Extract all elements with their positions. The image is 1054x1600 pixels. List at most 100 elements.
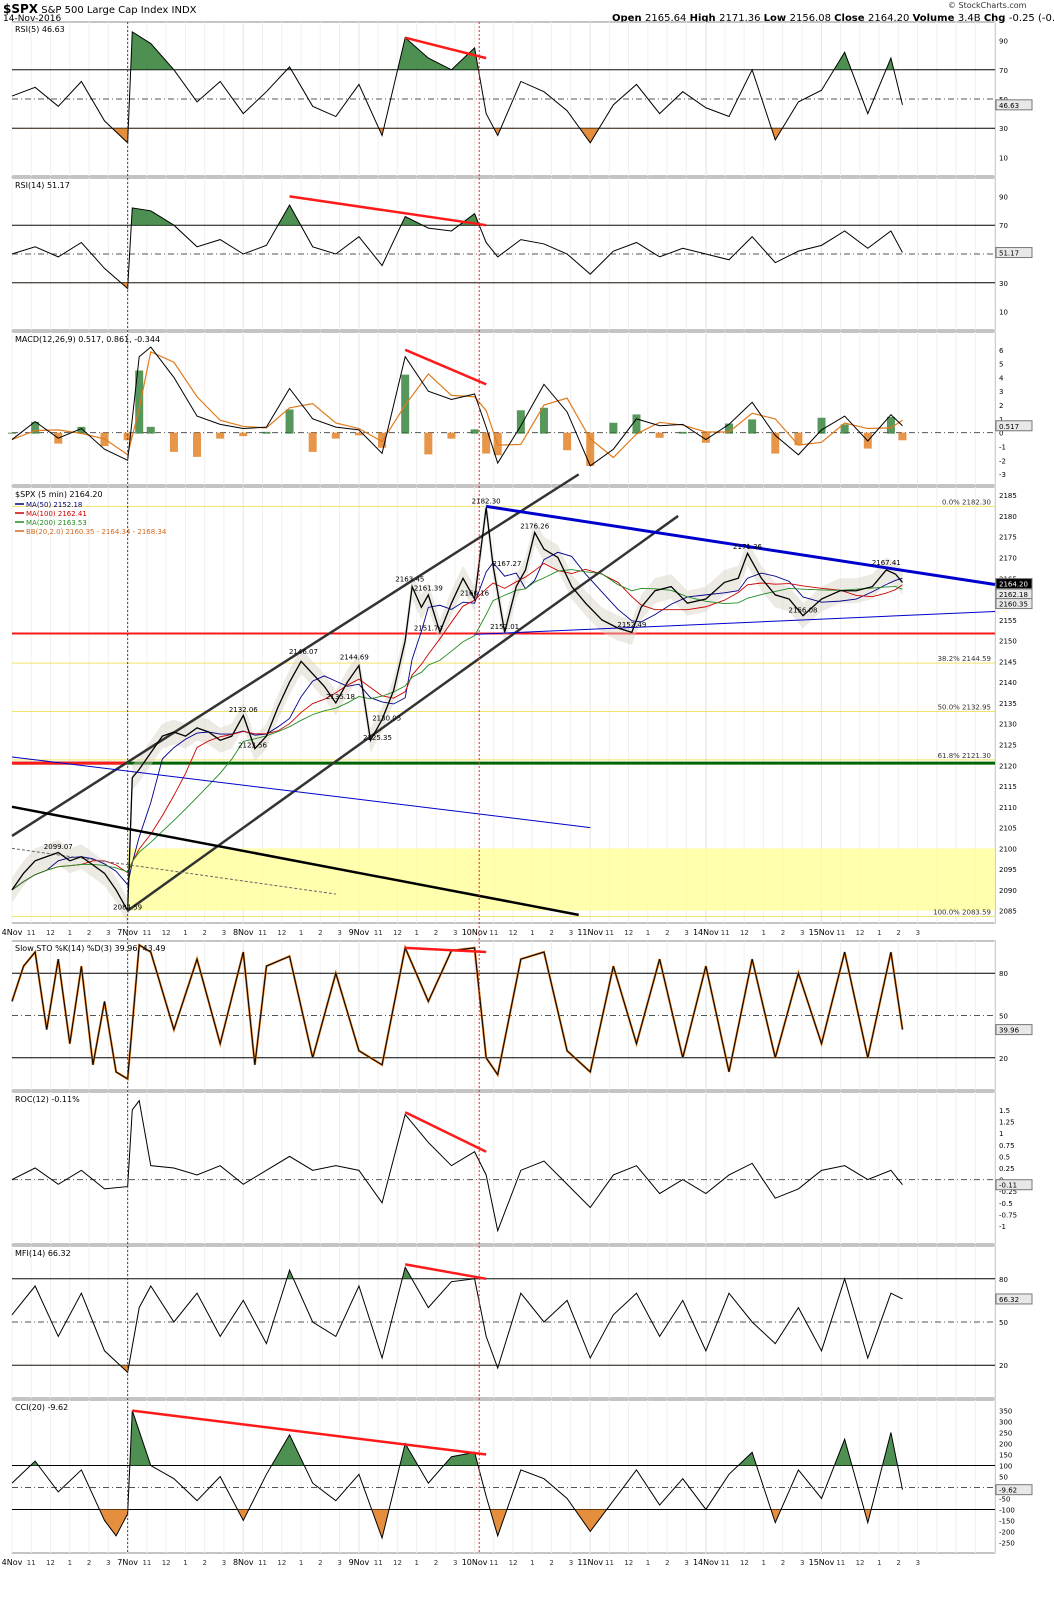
hour-label-bottom: 2 bbox=[202, 1559, 206, 1567]
ytick-label-cci-9: -100 bbox=[999, 1506, 1015, 1514]
yellow-target-zone bbox=[127, 848, 996, 911]
price-annotation-12: 2146.07 bbox=[289, 648, 318, 656]
hour-label-mid: 12 bbox=[46, 929, 55, 937]
divergence-line-cci bbox=[132, 1409, 487, 1456]
hour-label-mid: 11 bbox=[258, 929, 267, 937]
hour-label-bottom: 1 bbox=[877, 1559, 881, 1567]
hour-label-mid: 11 bbox=[27, 929, 36, 937]
price-ytick-16: 2105 bbox=[999, 825, 1017, 833]
hour-label-mid: 11 bbox=[142, 929, 151, 937]
upper-channel-line bbox=[11, 473, 580, 837]
ohlc-chg-label: Chg bbox=[983, 13, 1009, 24]
exchange: INDX bbox=[171, 5, 197, 16]
price-ytick-13: 2120 bbox=[999, 762, 1017, 770]
hour-label-bottom: 12 bbox=[46, 1559, 55, 1567]
indicator-title-rsi14: RSI(14) 51.17 bbox=[15, 181, 70, 190]
ytick-label-macd-9: -3 bbox=[999, 471, 1006, 479]
hour-label-bottom: 12 bbox=[509, 1559, 518, 1567]
ytick-label-cci-5: 100 bbox=[999, 1463, 1012, 1471]
macd-histogram-bar bbox=[563, 432, 572, 451]
price-ytick-6: 2155 bbox=[999, 617, 1017, 625]
ohlc-open-value: 2165.64 bbox=[645, 13, 690, 24]
price-line bbox=[11, 507, 903, 914]
last-value-box-sto bbox=[995, 1024, 1033, 1036]
long-blue-trendline bbox=[11, 756, 591, 829]
macd-histogram-bar bbox=[447, 432, 456, 439]
macd-histogram-bar bbox=[169, 432, 178, 452]
hour-label-bottom: 3 bbox=[337, 1559, 341, 1567]
price-ytick-19: 2090 bbox=[999, 887, 1017, 895]
last-value-label-roc: -0.11 bbox=[999, 1182, 1017, 1190]
day-label-mid-6: 14Nov bbox=[693, 928, 719, 937]
day-label-bottom-2: 8Nov bbox=[233, 1558, 254, 1567]
macd-histogram-bar bbox=[794, 432, 803, 446]
last-value-label-mfi: 66.32 bbox=[999, 1296, 1019, 1304]
hour-label-mid: 2 bbox=[781, 929, 785, 937]
hour-label-mid: 12 bbox=[624, 929, 633, 937]
ohlc-open-label: Open bbox=[612, 13, 646, 24]
ytick-label-rsi5-3: 30 bbox=[999, 125, 1008, 133]
price-ytick-0: 2185 bbox=[999, 492, 1017, 500]
macd-histogram-bar bbox=[239, 432, 248, 437]
ytick-label-cci-6: 50 bbox=[999, 1474, 1008, 1482]
ytick-label-roc-1: 1.25 bbox=[999, 1119, 1015, 1127]
macd-histogram-bar bbox=[655, 432, 664, 438]
indicator-title-rsi5: RSI(5) 46.63 bbox=[15, 25, 65, 34]
hour-label-mid: 2 bbox=[549, 929, 553, 937]
hour-label-mid: 1 bbox=[68, 929, 72, 937]
panel-frame-cci bbox=[11, 1399, 996, 1554]
day-label-mid-3: 9Nov bbox=[349, 928, 370, 937]
macd-histogram-bar bbox=[678, 431, 687, 434]
ytick-label-mfi-0: 80 bbox=[999, 1276, 1008, 1284]
macd-histogram-bar bbox=[516, 410, 525, 434]
day-label-bottom-7: 15Nov bbox=[809, 1558, 835, 1567]
hour-label-bottom: 1 bbox=[530, 1559, 534, 1567]
hour-label-bottom: 11 bbox=[605, 1559, 614, 1567]
price-annotation-13: 2144.69 bbox=[340, 654, 369, 662]
hour-label-mid: 3 bbox=[800, 929, 804, 937]
macd-histogram-bar bbox=[586, 432, 595, 466]
legend-label-3: BB(20,2.0) 2160.35 - 2164.34 - 2168.34 bbox=[26, 528, 167, 536]
price-right-label-2: 2162.18 bbox=[999, 591, 1028, 599]
ytick-label-macd-0: 6 bbox=[999, 347, 1004, 355]
ytick-label-rsi5-4: 10 bbox=[999, 154, 1008, 162]
hour-label-bottom: 11 bbox=[142, 1559, 151, 1567]
price-annotation-19: 2099.07 bbox=[44, 843, 73, 851]
hour-label-bottom: 1 bbox=[299, 1559, 303, 1567]
hour-label-bottom: 11 bbox=[258, 1559, 267, 1567]
ytick-label-roc-3: 0.75 bbox=[999, 1142, 1015, 1150]
divergence-line-roc bbox=[404, 1111, 487, 1153]
hour-label-bottom: 2 bbox=[896, 1559, 900, 1567]
last-value-label-sto: 39.96 bbox=[999, 1027, 1020, 1035]
last-value-box-rsi5 bbox=[995, 99, 1033, 111]
legend-label-2: MA(200) 2163.53 bbox=[26, 519, 87, 527]
price-ytick-9: 2140 bbox=[999, 679, 1017, 687]
hour-label-mid: 2 bbox=[665, 929, 669, 937]
day-label-mid-4: 10Nov bbox=[462, 928, 488, 937]
day-label-mid-5: 11Nov bbox=[577, 928, 603, 937]
ytick-label-roc-0: 1.5 bbox=[999, 1107, 1010, 1115]
last-value-label-cci: -9.62 bbox=[999, 1487, 1017, 1495]
ytick-label-cci-2: 250 bbox=[999, 1430, 1012, 1438]
hour-label-bottom: 3 bbox=[684, 1559, 688, 1567]
hour-label-bottom: 12 bbox=[162, 1559, 171, 1567]
indicator-title-sto: Slow STO %K(14) %D(3) 39.96, 43.49 bbox=[15, 944, 165, 953]
hour-label-bottom: 12 bbox=[277, 1559, 286, 1567]
day-label-bottom-5: 11Nov bbox=[577, 1558, 603, 1567]
hour-label-mid: 2 bbox=[434, 929, 438, 937]
series-line-macd bbox=[11, 346, 903, 467]
macd-histogram-bar bbox=[378, 432, 387, 448]
macd-signal-line bbox=[11, 351, 903, 459]
bollinger-band-area bbox=[12, 495, 903, 924]
macd-histogram-bar bbox=[216, 432, 225, 439]
indicator-title-cci: CCI(20) -9.62 bbox=[15, 1403, 68, 1412]
hour-label-mid: 1 bbox=[761, 929, 765, 937]
hour-label-mid: 11 bbox=[836, 929, 845, 937]
price-ytick-2: 2175 bbox=[999, 534, 1017, 542]
price-annotation-6: 2161.39 bbox=[414, 584, 443, 592]
ytick-label-macd-7: -1 bbox=[999, 443, 1006, 451]
divergence-line-macd bbox=[404, 348, 487, 386]
ytick-label-cci-1: 300 bbox=[999, 1419, 1012, 1427]
ytick-label-roc-9: -0.75 bbox=[999, 1211, 1017, 1219]
